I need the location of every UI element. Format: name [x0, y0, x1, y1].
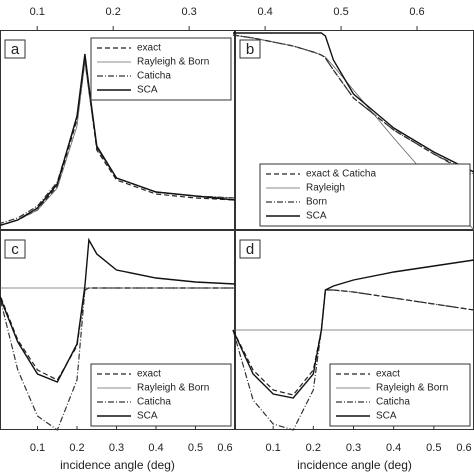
legend-label: Born [306, 197, 327, 208]
series-line [233, 32, 474, 173]
legend-label: Caticha [137, 71, 171, 82]
x-tick-label: 0.4 [386, 442, 401, 454]
panel-label-box [239, 39, 261, 59]
legend: exact Rayleigh & Born Caticha SCA [329, 363, 471, 427]
top-tick-label: 0.3 [181, 6, 196, 18]
legend-label: Rayleigh [306, 183, 345, 194]
legend-label: SCA [137, 85, 158, 96]
legend-label: Rayleigh & Born [137, 383, 209, 394]
series-line [232, 259, 474, 399]
x-tick-label: 0.1 [30, 442, 45, 454]
panel-label-box [4, 239, 26, 259]
legend-label: Rayleigh & Born [137, 57, 209, 68]
legend: exact Rayleigh & Born Caticha SCA [90, 37, 232, 101]
top-tick-label: 0.5 [333, 6, 348, 18]
x-tick-label: 0.1 [266, 442, 281, 454]
legend-box [90, 363, 232, 427]
legend-label: SCA [137, 411, 158, 422]
legend: exact & Caticha Rayleigh Born SCA [259, 163, 471, 227]
top-tick-label: 0.6 [409, 6, 424, 18]
legend-label: exact [376, 369, 400, 380]
x-axis-label: incidence angle (deg) [297, 458, 412, 472]
series-line [232, 34, 474, 175]
panel-label-box [239, 239, 261, 259]
x-tick-label: 0.6 [217, 442, 232, 454]
top-tick-label: 0.4 [257, 6, 272, 18]
panel: b exact & Caticha Rayleigh Born SCA [232, 30, 474, 231]
series-line [0, 287, 235, 431]
x-tick-label: 0.5 [188, 442, 203, 454]
x-tick-label: 0.5 [426, 442, 441, 454]
top-tick-label: 0.2 [106, 6, 121, 18]
x-tick-label: 0.2 [69, 442, 84, 454]
panel-label: c [11, 241, 19, 258]
legend-label: SCA [376, 411, 397, 422]
series-line [0, 53, 236, 227]
panel: a exact Rayleigh & Born Caticha SCA [0, 30, 236, 230]
series-line [232, 34, 474, 177]
panel: d exact Rayleigh & Born Caticha SCA 0.1 0.2 0.3… [232, 230, 474, 472]
legend-label: Caticha [137, 397, 171, 408]
x-tick-label: 0.3 [109, 442, 124, 454]
panel-label: d [246, 241, 254, 258]
legend-label: SCA [306, 211, 327, 222]
panel: c exact Rayleigh & Born Caticha SCA 0.1 0.2 0.3… [0, 230, 236, 472]
legend-label: exact [137, 43, 161, 54]
x-axis-label: incidence angle (deg) [60, 458, 175, 472]
legend-label: Caticha [376, 397, 410, 408]
panel-frame [0, 30, 235, 230]
legend-label: Rayleigh & Born [376, 383, 448, 394]
legend-label: exact & Caticha [306, 169, 376, 180]
panel-label: a [11, 41, 20, 58]
x-tick-label: 0.6 [456, 442, 471, 454]
panel-label-box [4, 39, 26, 59]
x-tick-label: 0.4 [148, 442, 163, 454]
x-tick-label: 0.3 [346, 442, 361, 454]
panel-label: b [246, 41, 254, 58]
series-line [0, 237, 236, 383]
top-tick-label: 0.1 [30, 6, 45, 18]
series-line [0, 287, 235, 381]
legend: exact Rayleigh & Born Caticha SCA [90, 363, 232, 427]
legend-box [329, 363, 471, 427]
x-tick-label: 0.2 [306, 442, 321, 454]
legend-label: exact [137, 369, 161, 380]
